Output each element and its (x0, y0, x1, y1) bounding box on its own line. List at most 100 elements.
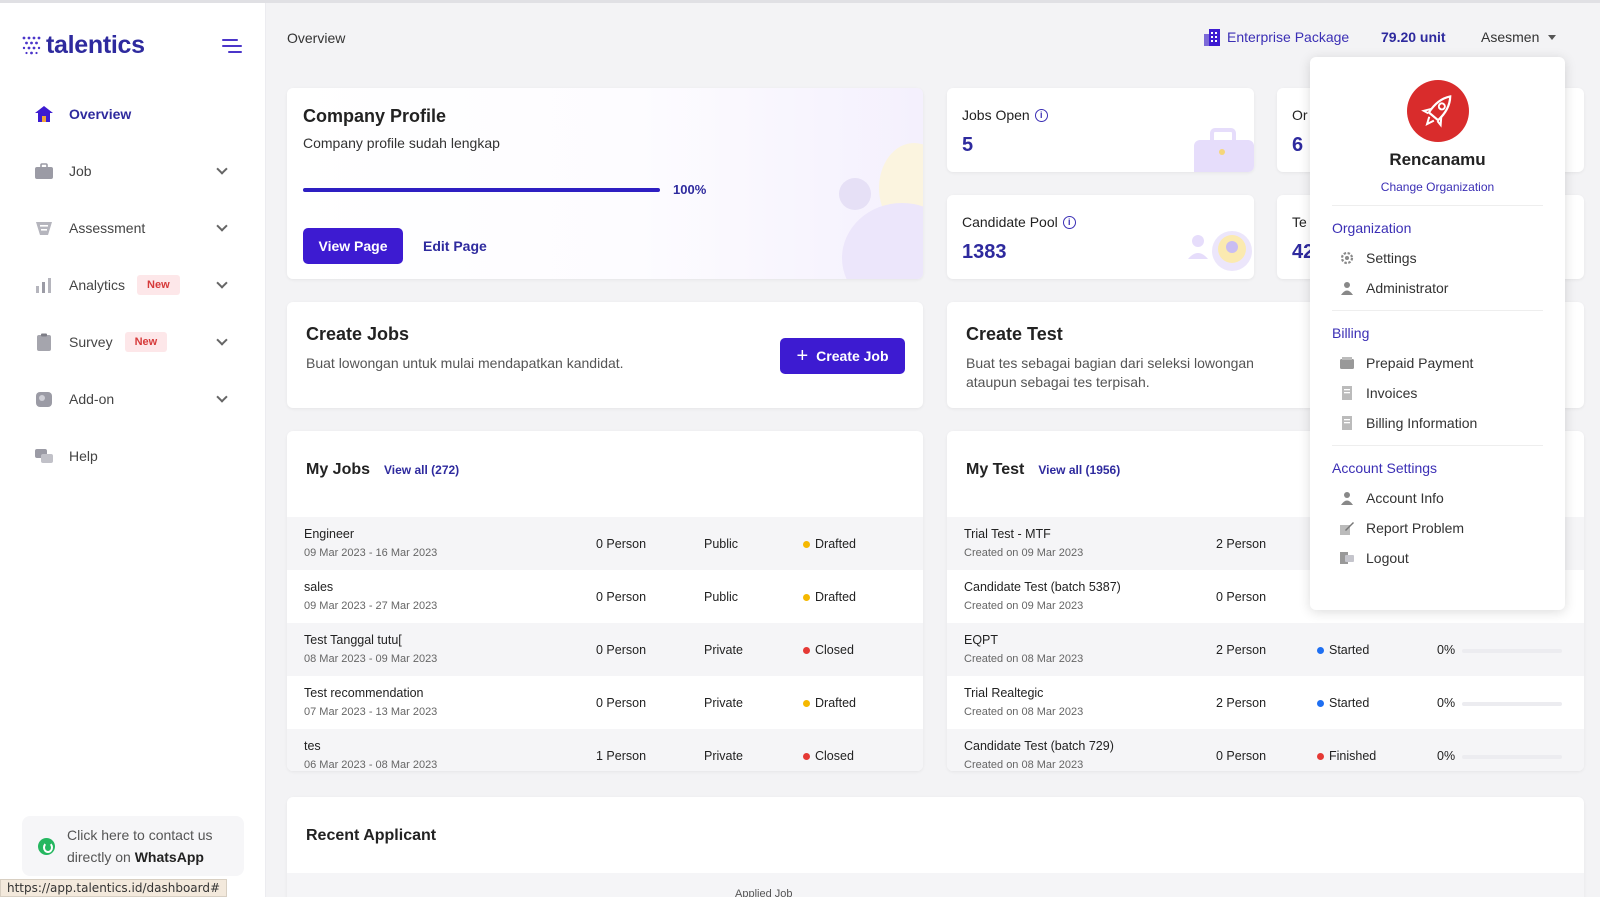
stat-label-text: Or (1292, 107, 1308, 123)
sidebar-item-addon[interactable]: Add-on (0, 370, 266, 427)
sidebar-nav: Overview Job Assessment Analytics New (0, 85, 266, 484)
job-row[interactable]: sales 09 Mar 2023 - 27 Mar 2023 0 Person… (287, 570, 923, 623)
menu-item-label: Logout (1366, 550, 1409, 566)
sidebar-item-label: Analytics (69, 276, 126, 293)
status-dot (803, 752, 810, 760)
sidebar-item-label: Assessment (69, 219, 146, 236)
test-name: Candidate Test (batch 729) (964, 739, 1114, 753)
job-status-text: Closed (815, 749, 854, 763)
job-status: Closed (803, 749, 854, 763)
test-date: Created on 08 Mar 2023 (964, 653, 1084, 665)
job-date: 06 Mar 2023 - 08 Mar 2023 (304, 759, 438, 771)
job-row[interactable]: tes 06 Mar 2023 - 08 Mar 2023 1 Person P… (287, 729, 923, 771)
job-status: Closed (803, 643, 854, 657)
caret-down-icon[interactable] (1548, 35, 1556, 40)
menu-item-administrator[interactable]: Administrator (1340, 280, 1448, 296)
job-visibility: Private (704, 643, 743, 657)
menu-item-billing-information[interactable]: Billing Information (1340, 415, 1477, 431)
status-bar-url: https://app.talentics.id/dashboard# (0, 879, 228, 897)
test-progress-value: 0% (1437, 696, 1456, 710)
test-status: Started (1317, 643, 1369, 657)
job-date: 09 Mar 2023 - 16 Mar 2023 (304, 547, 438, 559)
my-jobs-title: My Jobs (306, 461, 371, 478)
sidebar-item-analytics[interactable]: Analytics New (0, 256, 266, 313)
view-all-tests-link[interactable]: View all (1956) (1038, 463, 1121, 477)
test-row[interactable]: EQPT Created on 08 Mar 2023 2 Person Sta… (947, 623, 1584, 676)
applicant-table-header (287, 873, 1584, 897)
menu-item-label: Billing Information (1366, 415, 1478, 431)
menu-item-report-problem[interactable]: Report Problem (1340, 520, 1464, 536)
job-row[interactable]: Test recommendation 07 Mar 2023 - 13 Mar… (287, 676, 923, 729)
sidebar: talentics Overview Job Assessment (0, 3, 266, 897)
menu-item-logout[interactable]: Logout (1340, 550, 1409, 566)
whatsapp-contact[interactable]: Click here to contact us directly on Wha… (22, 816, 244, 876)
chevron-down-icon[interactable] (216, 391, 228, 403)
info-icon[interactable]: i (1062, 215, 1076, 229)
job-row[interactable]: Test Tanggal tutu[ 08 Mar 2023 - 09 Mar … (287, 623, 923, 676)
edit-page-link[interactable]: Edit Page (423, 238, 487, 254)
new-badge: New (124, 331, 168, 352)
company-profile-card: Company Profile Company profile sudah le… (287, 88, 923, 279)
stat-candidate-pool[interactable]: Candidate Pool i 1383 (947, 195, 1254, 279)
menu-item-invoices[interactable]: Invoices (1340, 385, 1417, 401)
divider (1332, 205, 1543, 206)
change-organization-link[interactable]: Change Organization (1380, 180, 1495, 194)
section-billing-title: Billing (1332, 325, 1370, 341)
job-date: 09 Mar 2023 - 27 Mar 2023 (304, 600, 438, 612)
sidebar-item-overview[interactable]: Overview (0, 85, 266, 142)
sidebar-item-assessment[interactable]: Assessment (0, 199, 266, 256)
menu-item-label: Settings (1366, 250, 1417, 266)
test-progress-bar (1462, 702, 1562, 706)
sidebar-item-job[interactable]: Job (0, 142, 266, 199)
test-status-text: Started (1329, 696, 1370, 710)
create-job-button[interactable]: + Create Job (780, 338, 905, 374)
test-row[interactable]: Candidate Test (batch 729) Created on 08… (947, 729, 1584, 771)
test-row[interactable]: Trial Realtegic Created on 08 Mar 2023 2… (947, 676, 1584, 729)
enterprise-package-link[interactable]: Enterprise Package (1203, 28, 1349, 46)
whatsapp-line2: directly on WhatsApp (67, 846, 213, 868)
menu-toggle-icon[interactable] (222, 39, 242, 55)
create-jobs-description: Buat lowongan untuk mulai mendapatkan ka… (306, 355, 624, 371)
stat-jobs-open[interactable]: Jobs Open i 5 (947, 88, 1254, 172)
test-progress-value: 0% (1437, 643, 1456, 657)
chevron-down-icon[interactable] (216, 334, 228, 346)
clipboard-icon (34, 333, 54, 351)
my-jobs-header: My Jobs View all (272) (306, 461, 459, 479)
menu-item-account-info[interactable]: Account Info (1340, 490, 1444, 506)
profile-progress-value: 100% (673, 182, 707, 197)
addon-icon (34, 390, 54, 408)
test-participants: 2 Person (1216, 696, 1267, 710)
chevron-down-icon[interactable] (216, 163, 228, 175)
receipt-icon (1340, 386, 1354, 400)
stat-label: Jobs Open i (962, 107, 1048, 123)
talentics-logo-icon (22, 35, 42, 57)
menu-item-label: Prepaid Payment (1366, 355, 1474, 371)
user-menu-button[interactable]: Asesmen (1481, 29, 1540, 45)
test-participants: 2 Person (1216, 643, 1267, 657)
sidebar-item-survey[interactable]: Survey New (0, 313, 266, 370)
test-participants: 2 Person (1216, 537, 1267, 551)
view-all-jobs-link[interactable]: View all (272) (384, 463, 460, 477)
job-status: Drafted (803, 537, 856, 551)
menu-item-settings[interactable]: Settings (1340, 250, 1417, 266)
stat-label: Te (1292, 214, 1307, 230)
job-visibility: Private (704, 696, 743, 710)
job-applicants: 0 Person (596, 590, 647, 604)
brand-logo[interactable]: talentics (22, 31, 145, 60)
job-row[interactable]: Engineer 09 Mar 2023 - 16 Mar 2023 0 Per… (287, 517, 923, 570)
chevron-down-icon[interactable] (216, 277, 228, 289)
info-icon[interactable]: i (1034, 108, 1048, 122)
menu-item-prepaid-payment[interactable]: Prepaid Payment (1340, 355, 1473, 371)
test-name: Candidate Test (batch 5387) (964, 580, 1121, 594)
building-icon (1203, 28, 1221, 46)
chevron-down-icon[interactable] (216, 220, 228, 232)
sidebar-item-help[interactable]: Help (0, 427, 266, 484)
status-dot (1317, 699, 1324, 707)
receipt-icon (1340, 416, 1354, 430)
status-dot (803, 593, 810, 601)
test-row[interactable]: Candidate Test (batch 5387) Created on 0… (947, 570, 1584, 623)
unit-balance: 79.20 unit (1381, 29, 1446, 45)
job-applicants: 1 Person (596, 749, 647, 763)
view-page-button[interactable]: View Page (303, 228, 403, 264)
sidebar-item-label: Job (69, 162, 92, 179)
